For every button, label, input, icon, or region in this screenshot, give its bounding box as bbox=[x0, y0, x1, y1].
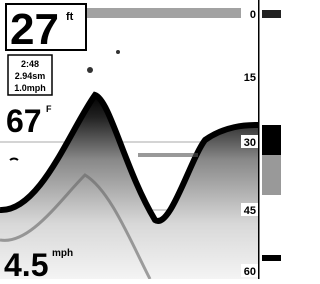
fish-arch bbox=[87, 67, 93, 73]
speed-small: 1.0mph bbox=[14, 83, 46, 93]
scale-label: 0 bbox=[250, 9, 256, 21]
divider bbox=[258, 0, 260, 279]
temperature-unit: F bbox=[46, 104, 52, 114]
temperature-value: 67 bbox=[6, 103, 42, 139]
depth-value: 27 bbox=[10, 5, 59, 54]
scale-label: 60 bbox=[244, 266, 256, 278]
zoom-bottom-fade bbox=[262, 155, 281, 195]
page: {"depth": {"value": "27", "unit": "ft"},… bbox=[0, 0, 281, 279]
distance: 2.94sm bbox=[15, 71, 46, 81]
speed-unit: mph bbox=[52, 248, 73, 259]
timer: 2:48 bbox=[21, 59, 39, 69]
zoom-surface bbox=[262, 10, 281, 18]
fish-arch bbox=[116, 50, 120, 54]
speed-value: 4.5 bbox=[4, 247, 48, 279]
depth-unit: ft bbox=[66, 11, 74, 23]
zoom-bottom bbox=[262, 125, 281, 155]
scale-label: 30 bbox=[244, 137, 256, 149]
scale-label: 45 bbox=[244, 205, 256, 217]
zoom-bottom bbox=[262, 255, 281, 261]
thermocline bbox=[138, 153, 198, 157]
scale-label: 15 bbox=[244, 72, 256, 84]
surface-clutter bbox=[85, 8, 257, 18]
sonar-screen: 27 ft 2:48 2.94sm 1.0mph 67 F 4.5 mph 0 1… bbox=[0, 0, 281, 279]
